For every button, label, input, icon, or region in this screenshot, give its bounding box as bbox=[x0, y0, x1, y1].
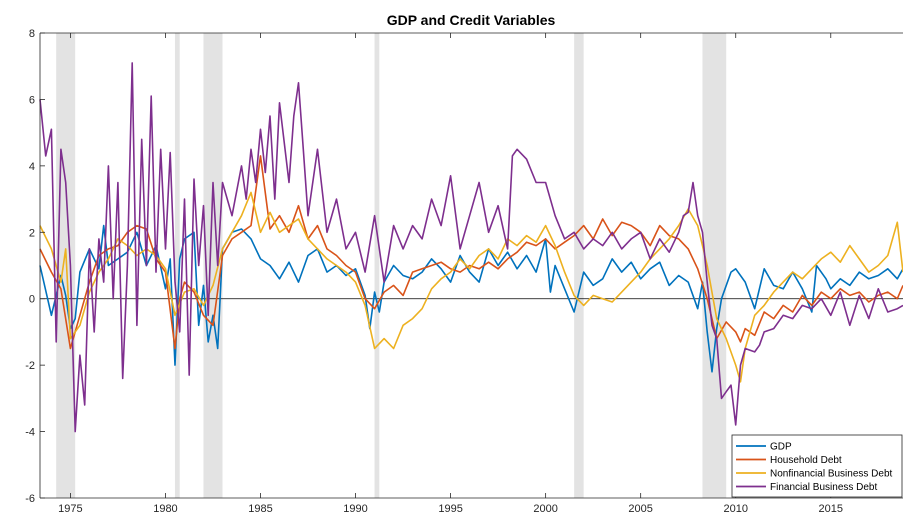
chart-title: GDP and Credit Variables bbox=[387, 12, 556, 28]
legend-label: Nonfinancial Business Debt bbox=[770, 469, 893, 480]
x-tick-label: 1990 bbox=[343, 503, 367, 515]
x-tick-label: 2015 bbox=[819, 503, 843, 515]
y-tick-label: -4 bbox=[25, 427, 35, 439]
x-tick-label: 2010 bbox=[723, 503, 747, 515]
recession-band-2 bbox=[203, 33, 223, 498]
y-tick-label: -6 bbox=[25, 493, 35, 505]
recession-band-3 bbox=[374, 33, 380, 498]
recession-band-1 bbox=[174, 33, 180, 498]
series-line-financial-business-debt bbox=[39, 62, 903, 433]
series-line-household-debt bbox=[39, 155, 903, 350]
y-tick-label: 6 bbox=[29, 94, 35, 106]
recession-band-4 bbox=[574, 33, 584, 498]
x-tick-label: 2005 bbox=[628, 503, 652, 515]
y-tick-label: 4 bbox=[29, 161, 35, 173]
y-tick-label: 0 bbox=[29, 294, 35, 306]
legend: GDP Household Debt Nonfinancial Business D… bbox=[731, 434, 903, 498]
recession-band-0 bbox=[56, 33, 76, 498]
y-tick-label: 8 bbox=[29, 28, 35, 40]
series-group bbox=[39, 62, 903, 433]
x-tick-label: 1985 bbox=[248, 503, 272, 515]
x-tick-label: 1975 bbox=[58, 503, 82, 515]
series-line-nonfinancial-business-debt bbox=[39, 191, 903, 383]
axes-group: -6 -4 -2 0 2 4 6 8 1975 1980 1985 1990 1995 2000 2005 2… bbox=[25, 28, 903, 515]
legend-label: Household Debt bbox=[770, 455, 842, 466]
y-tick-label: 2 bbox=[29, 227, 35, 239]
legend-label: Financial Business Debt bbox=[770, 482, 877, 493]
x-tick-label: 1980 bbox=[153, 503, 177, 515]
x-tick-label: 2000 bbox=[533, 503, 557, 515]
legend-label: GDP bbox=[770, 442, 792, 453]
x-tick-label: 1995 bbox=[438, 503, 462, 515]
y-tick-label: -2 bbox=[25, 360, 35, 372]
